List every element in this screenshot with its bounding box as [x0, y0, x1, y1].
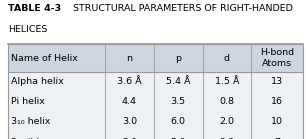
Text: Pi helix: Pi helix	[11, 97, 45, 106]
Text: n: n	[126, 54, 132, 63]
Text: 2.8: 2.8	[219, 138, 234, 139]
Bar	[8, 72, 303, 92]
Text: Alpha helix: Alpha helix	[11, 77, 64, 86]
Bar	[8, 132, 303, 139]
Text: 4.4: 4.4	[122, 97, 137, 106]
Text: 16: 16	[271, 97, 283, 106]
Text: STRUCTURAL PARAMETERS OF RIGHT-HANDED: STRUCTURAL PARAMETERS OF RIGHT-HANDED	[67, 4, 293, 13]
Text: TABLE 4-3: TABLE 4-3	[8, 4, 61, 13]
Text: 5.6: 5.6	[171, 138, 186, 139]
Text: 3₁₀ helix: 3₁₀ helix	[11, 117, 51, 126]
Text: 13: 13	[271, 77, 283, 86]
Text: 3.6 Å: 3.6 Å	[117, 77, 142, 86]
Text: 10: 10	[271, 117, 283, 126]
Text: 5.4 Å: 5.4 Å	[166, 77, 190, 86]
Text: 2.0: 2.0	[122, 138, 137, 139]
Text: 1.5 Å: 1.5 Å	[215, 77, 239, 86]
Text: H-bond
Atoms: H-bond Atoms	[260, 48, 294, 68]
Text: Name of Helix: Name of Helix	[11, 54, 78, 63]
Bar	[8, 44, 303, 72]
Bar	[8, 92, 303, 112]
Bar	[8, 44, 303, 139]
Text: 3.0: 3.0	[122, 117, 137, 126]
Text: d: d	[224, 54, 230, 63]
Text: HELICES: HELICES	[8, 25, 47, 34]
Text: 7: 7	[274, 138, 280, 139]
Text: 6.0: 6.0	[171, 117, 186, 126]
Text: 2₇ ribbon: 2₇ ribbon	[11, 138, 54, 139]
Text: 3.5: 3.5	[171, 97, 186, 106]
Text: p: p	[175, 54, 181, 63]
Text: 0.8: 0.8	[219, 97, 234, 106]
Bar	[8, 112, 303, 132]
Text: 2.0: 2.0	[219, 117, 234, 126]
